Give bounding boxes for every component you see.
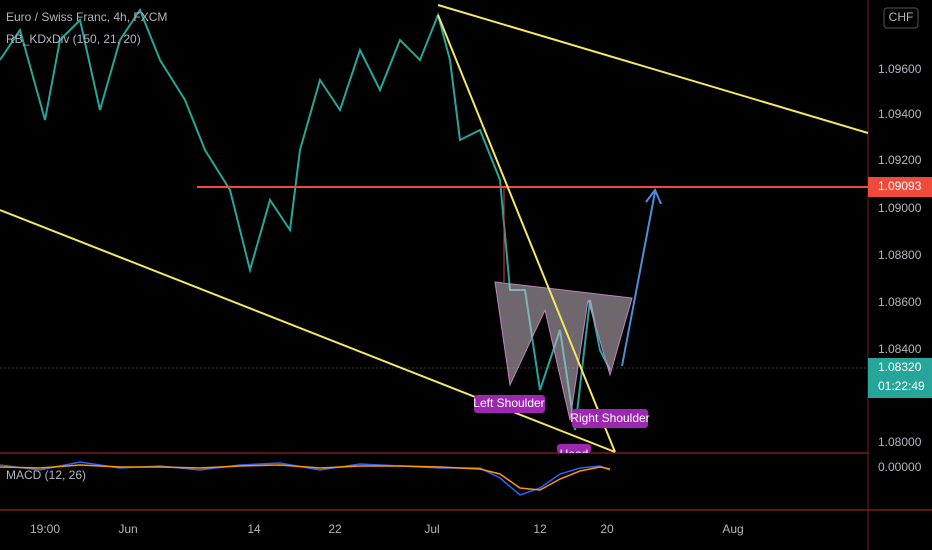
projection-arrow xyxy=(621,191,656,367)
level-box xyxy=(868,177,932,197)
time-tick-label: 14 xyxy=(247,522,261,536)
annotation-box xyxy=(557,444,591,453)
time-tick-label: Jul xyxy=(424,522,439,536)
annotation: Head xyxy=(560,447,589,461)
price-tick-label: 1.08800 xyxy=(878,248,922,262)
time-tick-label: 12 xyxy=(533,522,547,536)
time-tick-label: 20 xyxy=(600,522,614,536)
time-tick-label: 22 xyxy=(328,522,342,536)
countdown: 01:22:49 xyxy=(878,379,925,393)
level-label: 1.09093 xyxy=(878,179,922,193)
currency-box xyxy=(883,7,919,29)
price-tick-label: 1.09000 xyxy=(878,201,922,215)
time-tick-label: Jun xyxy=(118,522,137,536)
price-tick-label: 1.09600 xyxy=(878,62,922,76)
indicator-label: RB_KDxDiv (150, 21, 20) xyxy=(6,32,141,46)
head-shoulders-shape xyxy=(494,281,633,421)
annotation: Right Shoulder xyxy=(570,411,649,425)
arrow-head xyxy=(645,188,662,205)
indicator-label: MACD (12, 26) xyxy=(6,468,86,482)
signal-line xyxy=(0,464,611,491)
price-tick-label: 1.09400 xyxy=(878,107,922,121)
annotation: Left Shoulder xyxy=(473,396,544,410)
price-tick-label: 1.08600 xyxy=(878,295,922,309)
time-tick-label: Aug xyxy=(722,522,743,536)
trend-line xyxy=(437,14,616,453)
annotation-box xyxy=(474,395,545,413)
trend-line xyxy=(437,4,869,134)
time-tick-label: 19:00 xyxy=(30,522,60,536)
price-box xyxy=(868,358,932,398)
price-tick-label: 1.09200 xyxy=(878,153,922,167)
price-tick-label: 1.08000 xyxy=(878,435,922,449)
currency: CHF xyxy=(889,10,914,24)
price-tick-label: 1.08400 xyxy=(878,342,922,356)
last-price: 1.08320 xyxy=(878,360,922,374)
annotation-box xyxy=(572,409,648,428)
symbol-title: Euro / Swiss Franc, 4h, FXCM xyxy=(6,10,167,24)
macd-zero-label: 0.00000 xyxy=(878,460,922,474)
